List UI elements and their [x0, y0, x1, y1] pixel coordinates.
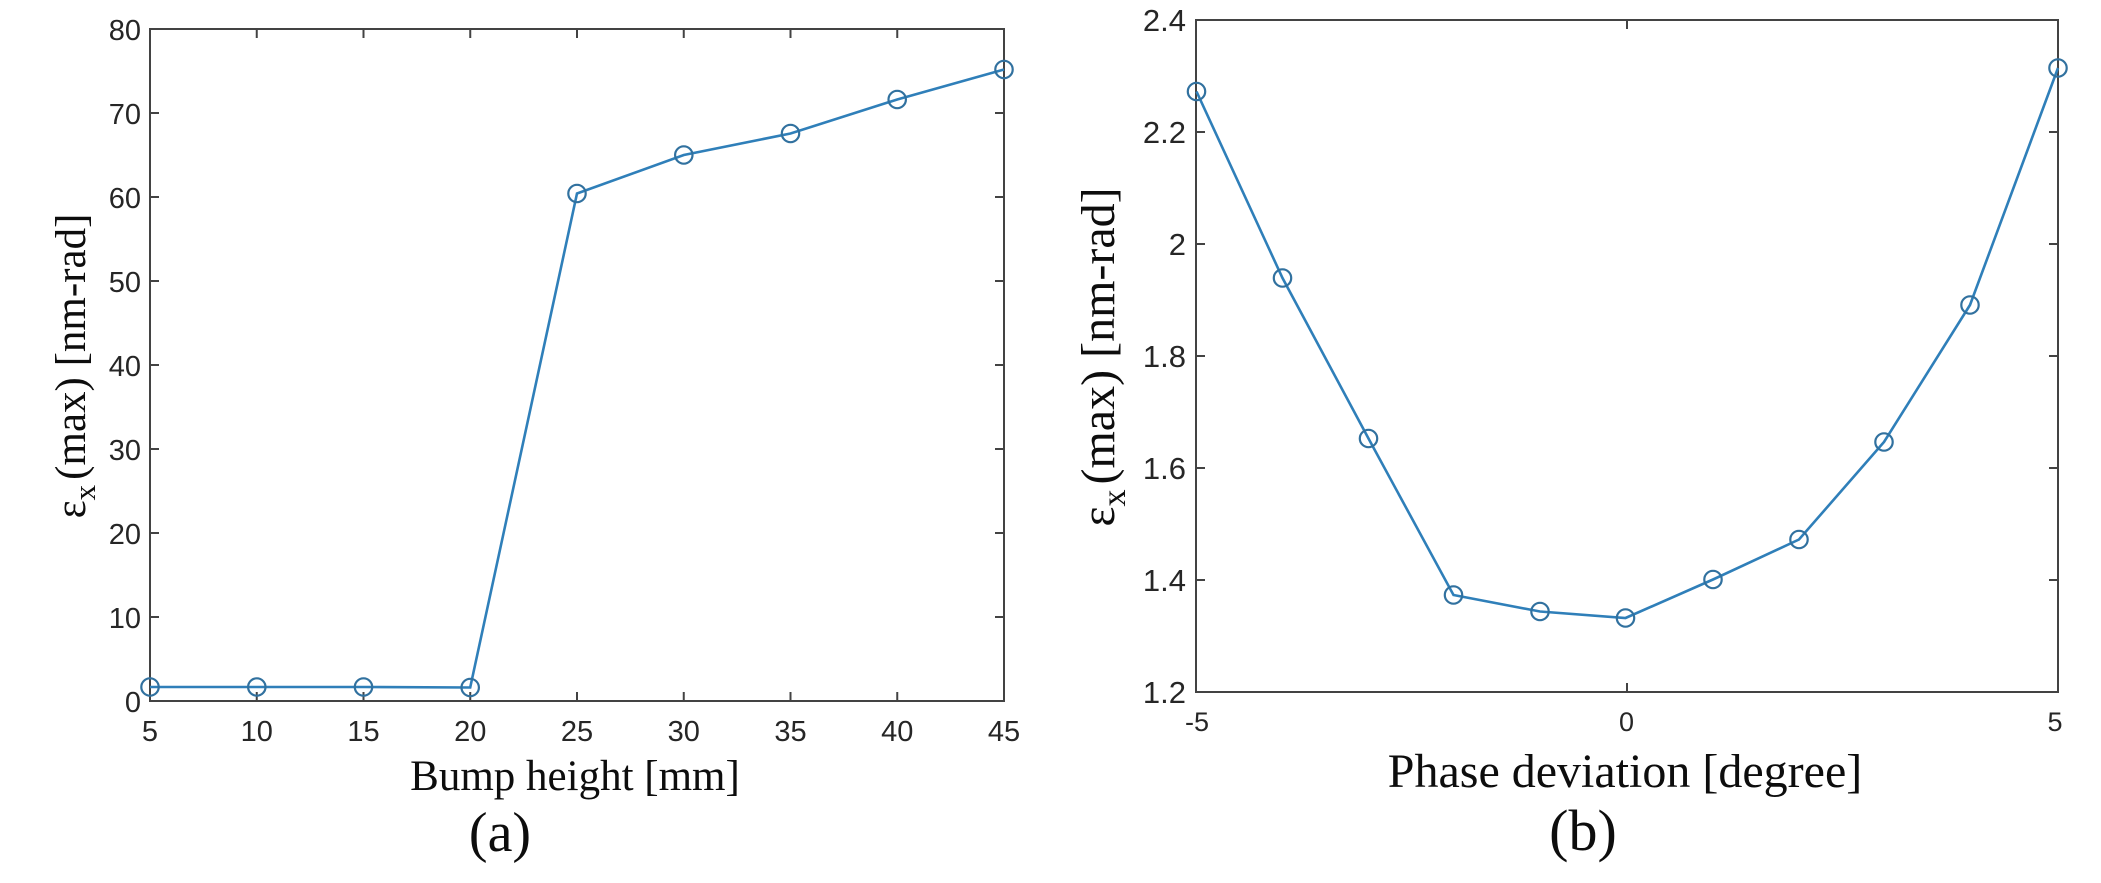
svg-text:30: 30	[668, 716, 700, 748]
svg-text:10: 10	[109, 603, 141, 635]
svg-text:35: 35	[774, 716, 806, 748]
svg-text:Bump height [mm]: Bump height [mm]	[410, 753, 740, 800]
svg-text:2: 2	[1169, 227, 1186, 262]
svg-text:60: 60	[109, 183, 141, 215]
svg-text:1.6: 1.6	[1143, 451, 1186, 486]
svg-text:εx(max) [nm-rad]: εx(max) [nm-rad]	[48, 214, 102, 519]
svg-text:5: 5	[142, 716, 158, 748]
svg-text:-5: -5	[1185, 707, 1209, 737]
svg-text:45: 45	[988, 716, 1020, 748]
svg-text:40: 40	[109, 351, 141, 383]
svg-text:0: 0	[1619, 707, 1634, 737]
svg-text:15: 15	[347, 716, 379, 748]
svg-text:Phase deviation [degree]: Phase deviation [degree]	[1388, 745, 1862, 798]
svg-text:2.2: 2.2	[1143, 115, 1186, 150]
svg-text:εx(max) [nm-rad]: εx(max) [nm-rad]	[1072, 187, 1133, 526]
svg-text:20: 20	[454, 716, 486, 748]
svg-text:(a): (a)	[469, 802, 531, 864]
svg-text:5: 5	[2047, 707, 2062, 737]
svg-text:80: 80	[109, 15, 141, 47]
svg-text:(b): (b)	[1549, 798, 1617, 863]
svg-text:1.8: 1.8	[1143, 339, 1186, 374]
svg-text:1.2: 1.2	[1143, 675, 1186, 710]
svg-text:30: 30	[109, 435, 141, 467]
svg-text:20: 20	[109, 519, 141, 551]
svg-text:25: 25	[561, 716, 593, 748]
svg-text:10: 10	[241, 716, 273, 748]
svg-text:0: 0	[125, 687, 141, 719]
svg-text:2.4: 2.4	[1143, 3, 1186, 38]
svg-text:70: 70	[109, 99, 141, 131]
svg-text:50: 50	[109, 267, 141, 299]
svg-text:40: 40	[881, 716, 913, 748]
svg-text:1.4: 1.4	[1143, 563, 1186, 598]
